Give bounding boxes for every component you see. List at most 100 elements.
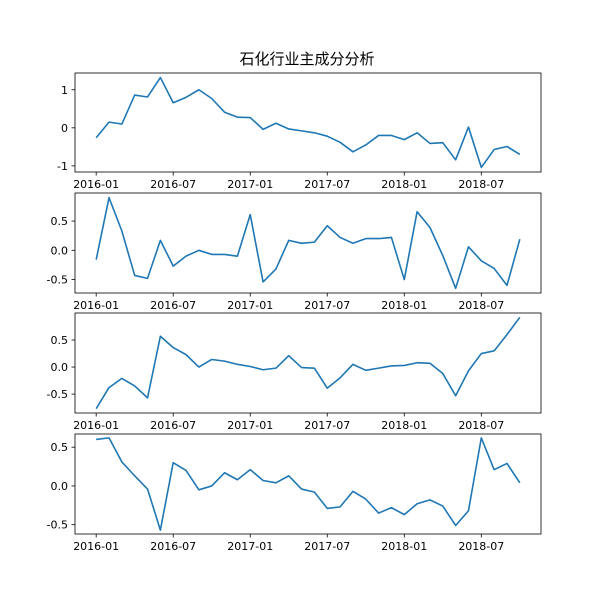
data-point [262,480,264,482]
x-tick-label: 2018-01 [381,299,427,312]
data-point [160,77,162,79]
data-point [519,317,521,319]
x-tick-label: 2018-07 [458,178,504,191]
axes-frame [74,192,542,294]
data-point [519,482,521,484]
data-point [455,395,457,397]
y-tick-label: 1 [61,84,68,97]
x-tick-label: 2018-07 [458,540,504,553]
data-point [378,135,380,137]
y-tick-label: 0.5 [51,215,69,228]
data-point [416,362,418,364]
data-point [468,370,470,372]
data-point [108,387,110,389]
data-point [416,211,418,213]
data-point [275,268,277,270]
x-tick-label: 2018-07 [458,299,504,312]
data-point [352,491,354,493]
data-point [442,505,444,507]
data-point [288,355,290,357]
data-point [211,98,213,100]
data-point [429,362,431,364]
y-tick-label: -1 [57,160,68,173]
y-tick-label: 0.0 [51,361,69,374]
data-point [237,255,239,257]
axes-frame [74,72,542,173]
data-point [185,255,187,257]
data-point [403,365,405,367]
data-point [301,367,303,369]
data-point [288,128,290,130]
data-point [352,242,354,244]
chart-title: 石化行业主成分分析 [239,50,374,68]
data-point [211,254,213,256]
data-point [352,151,354,153]
x-tick-label: 2016-01 [73,178,119,191]
data-point [95,408,97,410]
data-point [108,437,110,439]
data-point [147,488,149,490]
data-point [275,122,277,124]
y-tick-label: 0.5 [51,441,69,454]
data-point [365,498,367,500]
data-point [237,116,239,118]
data-point [147,96,149,98]
data-point [416,132,418,134]
data-point [224,111,226,113]
data-point [326,387,328,389]
axes-frame [74,312,542,414]
data-point [172,347,174,349]
data-point [429,143,431,145]
data-point [378,367,380,369]
data-point [224,472,226,474]
data-point [198,366,200,368]
data-point [121,123,123,125]
data-point [468,246,470,248]
x-tick-label: 2016-07 [150,540,196,553]
data-point [391,507,393,509]
x-tick-label: 2018-07 [458,419,504,432]
data-point [455,159,457,161]
data-point [134,385,136,387]
data-point [339,237,341,239]
data-point [326,135,328,137]
data-point [339,142,341,144]
x-tick-label: 2016-01 [73,299,119,312]
data-point [95,137,97,139]
data-point [339,506,341,508]
data-point [288,475,290,477]
data-point [481,167,483,169]
data-point [391,135,393,137]
data-point [314,367,316,369]
data-point [493,350,495,352]
data-point [160,529,162,531]
data-point [493,469,495,471]
data-point [365,238,367,240]
data-point [442,373,444,375]
x-tick-label: 2018-01 [381,419,427,432]
x-tick-label: 2017-01 [227,178,273,191]
data-point [134,275,136,277]
data-point [185,470,187,472]
data-point [185,97,187,99]
data-point [160,335,162,337]
data-point [198,489,200,491]
data-point [403,279,405,281]
data-point [481,260,483,262]
data-point [147,278,149,280]
data-point [506,334,508,336]
y-tick-label: 0.0 [51,244,69,257]
x-tick-label: 2017-07 [304,299,350,312]
data-point [326,225,328,227]
x-tick-label: 2017-01 [227,540,273,553]
data-point [506,146,508,148]
data-point [378,238,380,240]
data-point [314,241,316,243]
data-point [237,479,239,481]
data-point [455,525,457,527]
data-point [172,265,174,267]
data-point [160,240,162,242]
data-point [301,130,303,132]
